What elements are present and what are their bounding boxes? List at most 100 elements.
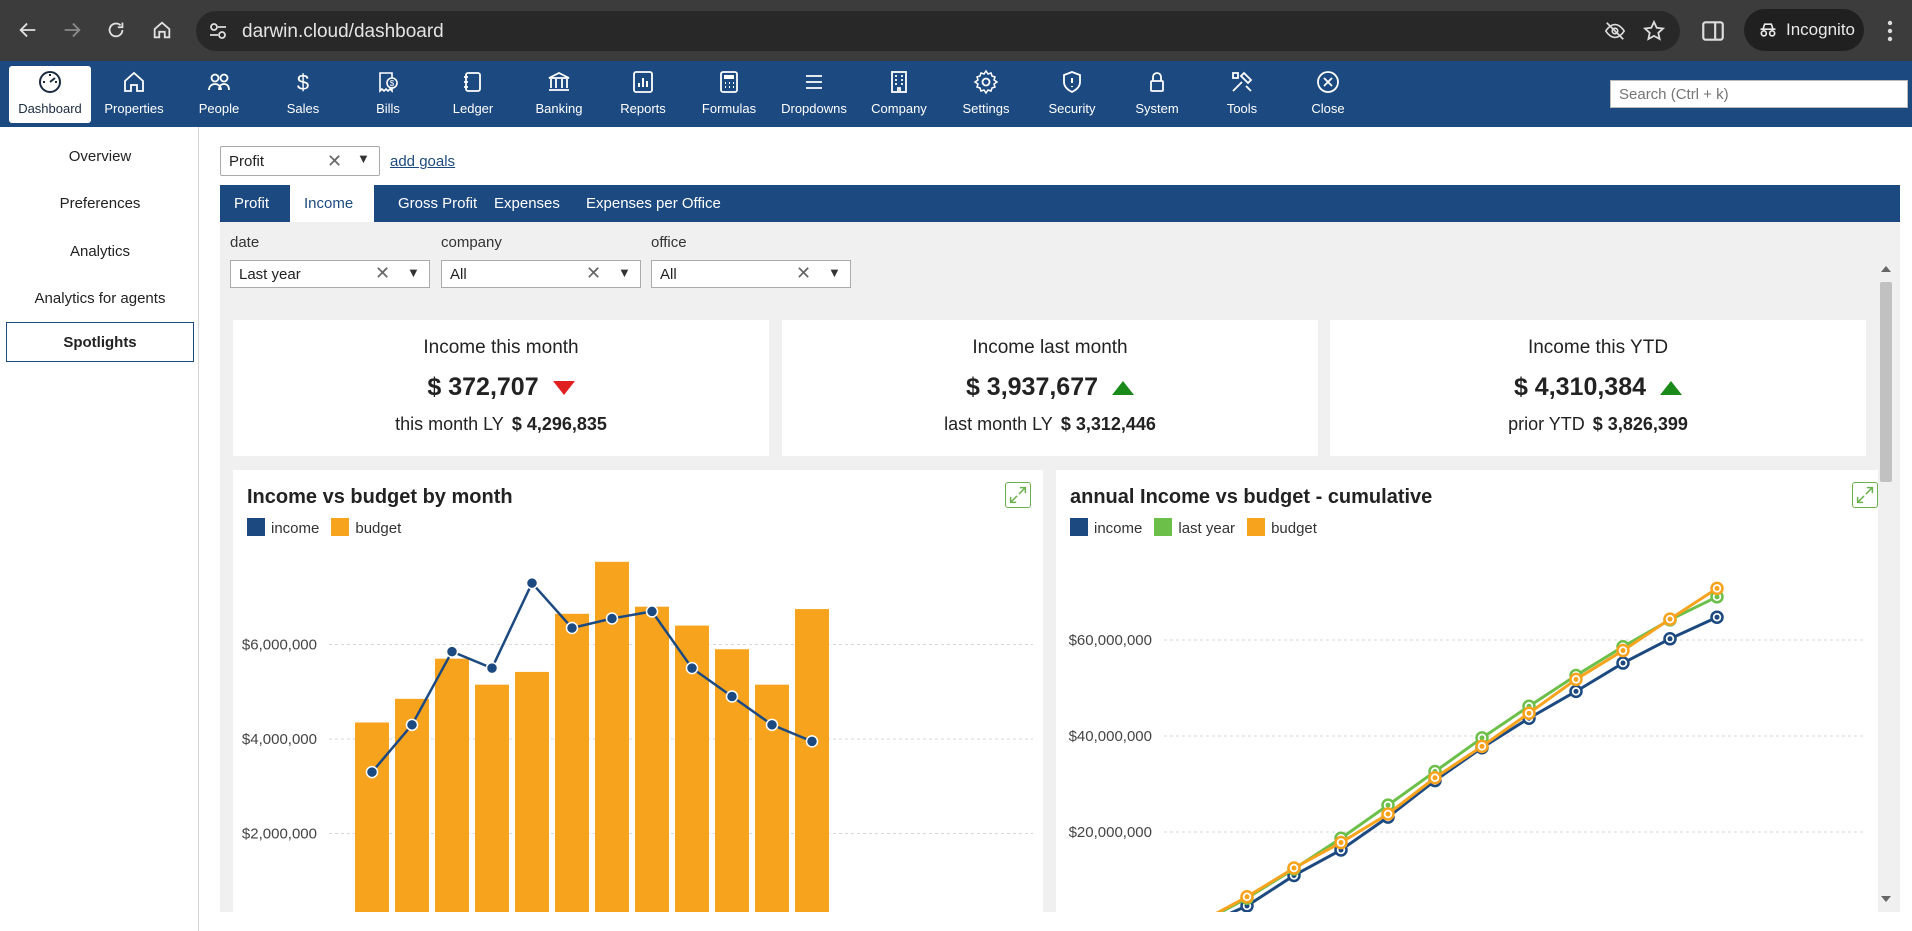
nav-item-people[interactable]: People — [178, 66, 260, 123]
kpi-compare-value: $ 3,312,446 — [1060, 414, 1156, 434]
point-income — [445, 645, 459, 658]
chevron-down-icon[interactable]: ▼ — [828, 265, 841, 280]
clear-icon[interactable]: ✕ — [586, 263, 602, 283]
point-budget-core — [1667, 616, 1673, 622]
tab-expenses-per-office[interactable]: Expenses per Office — [586, 195, 721, 212]
kebab-menu-icon[interactable] — [1880, 18, 1900, 44]
point-income — [805, 735, 819, 748]
app-search-input[interactable] — [1610, 80, 1908, 108]
star-icon[interactable] — [1642, 19, 1666, 43]
kpi-value: $ 372,707 — [427, 373, 539, 401]
nav-item-label: Sales — [286, 101, 320, 116]
date-filter[interactable]: Last year ✕ ▼ — [230, 260, 430, 288]
tab-profit[interactable]: Profit — [234, 195, 270, 212]
nav-item-dashboard[interactable]: Dashboard — [9, 66, 91, 123]
chart-legend: income last year budget — [1070, 518, 1317, 537]
point-income — [485, 661, 499, 675]
nav-item-tools[interactable]: Tools — [1201, 66, 1283, 123]
incognito-badge[interactable]: Incognito — [1744, 9, 1864, 51]
nav-item-label: Properties — [104, 101, 164, 116]
shield-icon — [1031, 69, 1113, 99]
point-budget-core — [1479, 743, 1485, 749]
building-icon — [858, 69, 940, 99]
clear-icon[interactable]: ✕ — [327, 151, 343, 171]
company-filter[interactable]: All ✕ ▼ — [441, 260, 641, 288]
ledger-icon — [432, 69, 514, 99]
legend-item-budget[interactable]: budget — [1247, 518, 1317, 537]
point-income — [725, 690, 739, 703]
nav-item-label: System — [1135, 101, 1179, 116]
tab-expenses[interactable]: Expenses — [494, 195, 560, 212]
nav-item-company[interactable]: Company — [858, 66, 940, 123]
side-panel-icon[interactable] — [1700, 18, 1726, 44]
legend-item-income[interactable]: income — [247, 518, 319, 537]
site-info-icon[interactable] — [208, 21, 228, 41]
sidebar-item-analytics[interactable]: Analytics — [69, 243, 131, 260]
eye-off-icon[interactable] — [1604, 20, 1626, 42]
kpi-value: $ 3,937,677 — [965, 373, 1099, 401]
company-filter-value: All — [450, 266, 467, 283]
nav-item-bills[interactable]: $ Bills — [347, 66, 429, 123]
legend-item-last-year[interactable]: last year — [1154, 518, 1235, 537]
reload-icon[interactable] — [98, 12, 134, 48]
nav-item-properties[interactable]: Properties — [93, 66, 175, 123]
y-tick-label: $60,000,000 — [1069, 632, 1152, 649]
address-bar[interactable]: darwin.cloud/dashboard — [196, 11, 1680, 51]
sidebar-item-preferences[interactable]: Preferences — [59, 195, 141, 212]
y-tick-label: $6,000,000 — [242, 637, 317, 654]
lock-icon — [1116, 69, 1198, 99]
nav-item-formulas[interactable]: Formulas — [688, 66, 770, 123]
office-filter[interactable]: All ✕ ▼ — [651, 260, 851, 288]
sidebar-item-analytics-for-agents[interactable]: Analytics for agents — [34, 290, 166, 307]
kpi-card-income-ytd: Income this YTD $ 4,310,384 prior YTD $ 3… — [1330, 320, 1866, 456]
expand-icon[interactable] — [1852, 482, 1878, 508]
tab-gross-profit[interactable]: Gross Profit — [398, 195, 478, 212]
people-icon — [178, 69, 260, 99]
nav-item-security[interactable]: Security — [1031, 66, 1113, 123]
point-income-core — [1620, 660, 1626, 666]
nav-item-banking[interactable]: Banking — [518, 66, 600, 123]
chart-title: annual Income vs budget - cumulative — [1070, 486, 1433, 508]
bar-budget — [515, 671, 549, 912]
nav-item-label: Close — [1311, 101, 1345, 116]
legend-item-income[interactable]: income — [1070, 518, 1142, 537]
bar-budget — [635, 606, 669, 912]
list-icon — [773, 69, 855, 99]
point-income — [765, 718, 779, 732]
browser-toolbar: darwin.cloud/dashboard Incognito — [0, 0, 1912, 61]
tab-income[interactable]: Income — [290, 185, 374, 222]
expand-icon[interactable] — [1005, 482, 1031, 508]
content-scrollbar[interactable] — [1876, 258, 1896, 908]
home-icon[interactable] — [144, 12, 180, 48]
nav-item-ledger[interactable]: Ledger — [432, 66, 514, 123]
goal-select[interactable]: Profit ✕ ▼ — [220, 146, 380, 176]
nav-item-close[interactable]: Close — [1287, 66, 1369, 123]
add-goals-link[interactable]: add goals — [390, 153, 456, 170]
point-last-year-core — [1385, 802, 1391, 808]
nav-item-sales[interactable]: $ Sales — [262, 66, 344, 123]
clear-icon[interactable]: ✕ — [375, 263, 391, 283]
legend-item-budget[interactable]: budget — [331, 518, 401, 537]
chevron-down-icon[interactable]: ▼ — [407, 265, 420, 280]
nav-item-settings[interactable]: Settings — [945, 66, 1027, 123]
point-budget-core — [1338, 840, 1344, 846]
bar-budget — [355, 722, 389, 912]
sidebar-item-spotlights[interactable]: Spotlights — [6, 322, 194, 362]
nav-item-system[interactable]: System — [1116, 66, 1198, 123]
forward-arrow-icon[interactable] — [54, 12, 90, 48]
nav-item-label: Tools — [1226, 101, 1258, 116]
line-income — [1229, 615, 1718, 912]
chevron-down-icon[interactable]: ▼ — [357, 151, 370, 166]
clear-icon[interactable]: ✕ — [796, 263, 812, 283]
back-arrow-icon[interactable] — [10, 12, 46, 48]
chevron-down-icon[interactable]: ▼ — [618, 265, 631, 280]
point-budget-core — [1291, 865, 1297, 871]
kpi-compare-label: last month LY — [944, 414, 1053, 434]
sidebar-item-overview[interactable]: Overview — [68, 148, 132, 165]
reports-icon — [602, 69, 684, 99]
bar-budget — [795, 609, 829, 912]
nav-item-label: Dashboard — [18, 101, 82, 116]
kpi-compare-value: $ 4,296,835 — [511, 414, 607, 434]
nav-item-reports[interactable]: Reports — [602, 66, 684, 123]
nav-item-dropdowns[interactable]: Dropdowns — [773, 66, 855, 123]
